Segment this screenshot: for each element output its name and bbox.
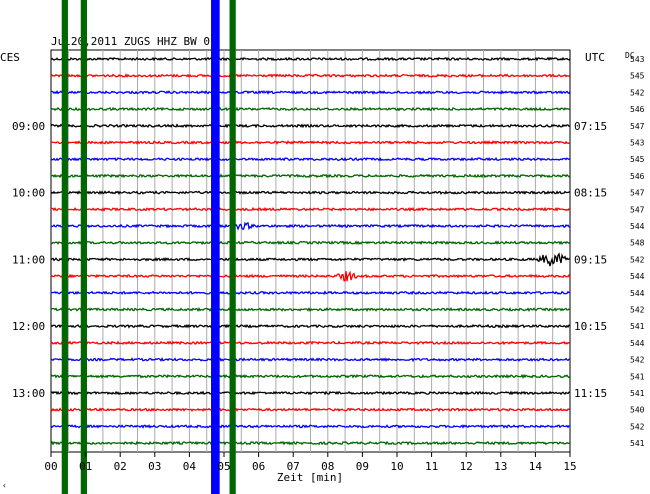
dc-offset-label: 544 <box>630 222 645 231</box>
x-tick-label: 00 <box>44 460 57 473</box>
dc-offset-label: 540 <box>630 406 645 415</box>
x-axis-label: Zeit [min] <box>277 471 343 484</box>
x-tick-label: 04 <box>183 460 197 473</box>
left-hour-label: 09:00 <box>12 120 45 133</box>
x-tick-label: 01 <box>79 460 92 473</box>
x-tick-label: 05 <box>217 460 230 473</box>
dc-offset-label: 542 <box>630 255 645 264</box>
left-hour-label: 13:00 <box>12 387 45 400</box>
right-hour-label: 10:15 <box>574 320 607 333</box>
trace-row <box>50 190 571 195</box>
vertical-bands <box>61 0 236 494</box>
left-timezone-label: CES <box>0 51 20 64</box>
x-tick-label: 03 <box>148 460 161 473</box>
dc-offset-label: 546 <box>630 172 645 181</box>
right-hour-label: 11:15 <box>574 387 607 400</box>
dc-offset-label: 542 <box>630 306 645 315</box>
x-tick-label: 10 <box>390 460 403 473</box>
trace-row <box>50 270 571 282</box>
trace-row <box>50 306 571 313</box>
right-timezone-label: UTC <box>585 51 605 64</box>
x-tick-label: 11 <box>425 460 438 473</box>
trace-row <box>50 73 571 79</box>
trace-row <box>50 340 571 346</box>
trace-row <box>50 206 571 212</box>
trace-row <box>50 424 571 429</box>
dc-offset-label: 548 <box>630 239 645 248</box>
dc-offset-label: 543 <box>630 139 645 148</box>
dc-offset-labels: 543 545 542 546 547 543 545 546 547 547 544 548 542 5… <box>630 55 645 448</box>
footer-mark: ‹ <box>2 481 7 490</box>
x-tick-label: 02 <box>114 460 127 473</box>
trace-row <box>50 373 571 379</box>
x-tick-label: 14 <box>529 460 543 473</box>
trace-row <box>50 252 571 267</box>
trace-row <box>50 290 571 296</box>
trace-row <box>50 356 571 363</box>
right-hour-label: 08:15 <box>574 187 607 200</box>
x-tick-label: 06 <box>252 460 265 473</box>
dc-offset-label: 542 <box>630 88 645 97</box>
trace-row <box>50 323 571 329</box>
vertical-band <box>80 0 87 494</box>
trace-row <box>50 56 571 62</box>
dc-offset-label: 545 <box>630 72 645 81</box>
left-hour-labels: 09:00 10:00 11:00 12:00 13:00 <box>12 120 45 400</box>
trace-row <box>50 390 571 396</box>
vertical-band <box>61 0 68 494</box>
left-hour-label: 12:00 <box>12 320 45 333</box>
x-tick-label: 08 <box>321 460 334 473</box>
right-hour-label: 07:15 <box>574 120 607 133</box>
trace-row <box>50 140 571 145</box>
dc-column-header: DC <box>625 51 635 60</box>
dc-offset-label: 544 <box>630 272 645 281</box>
dc-offset-label: 547 <box>630 205 645 214</box>
left-hour-label: 10:00 <box>12 187 45 200</box>
trace-row <box>50 123 570 129</box>
trace-row <box>50 240 571 246</box>
left-hour-label: 11:00 <box>12 253 45 266</box>
dc-offset-label: 541 <box>630 322 645 331</box>
dc-offset-label: 541 <box>630 439 645 448</box>
dc-offset-label: 545 <box>630 155 645 164</box>
dc-offset-label: 547 <box>630 189 645 198</box>
trace-row <box>50 156 571 162</box>
trace-row <box>50 440 571 446</box>
dc-offset-label: 543 <box>630 55 645 64</box>
dc-offset-label: 542 <box>630 422 645 431</box>
trace-row <box>50 106 571 112</box>
dc-offset-label: 544 <box>630 289 645 298</box>
chart-title: Jul20,2011 ZUGS HHZ BW 01 <box>51 35 217 48</box>
x-tick-label: 07 <box>287 460 300 473</box>
dc-offset-label: 546 <box>630 105 645 114</box>
dc-offset-label: 547 <box>630 122 645 131</box>
dc-offset-label: 542 <box>630 356 645 365</box>
x-tick-label: 09 <box>356 460 369 473</box>
x-axis-ticks: 00 01 02 03 04 05 06 07 08 09 10 11 12 13 14 15 <box>44 452 577 473</box>
seismic-traces <box>50 56 571 446</box>
dc-offset-label: 544 <box>630 339 645 348</box>
trace-row <box>50 407 571 413</box>
vertical-band <box>211 0 220 494</box>
x-tick-label: 13 <box>494 460 507 473</box>
trace-row <box>50 173 571 179</box>
trace-row <box>51 89 571 95</box>
right-hour-label: 09:15 <box>574 253 607 266</box>
trace-row <box>50 221 571 231</box>
grid-lines <box>50 49 571 453</box>
x-tick-label: 15 <box>563 460 576 473</box>
vertical-band <box>229 0 236 494</box>
x-tick-label: 12 <box>460 460 473 473</box>
right-hour-labels: 07:15 08:15 09:15 10:15 11:15 <box>574 120 607 400</box>
dc-offset-label: 541 <box>630 389 645 398</box>
dc-offset-label: 541 <box>630 372 645 381</box>
